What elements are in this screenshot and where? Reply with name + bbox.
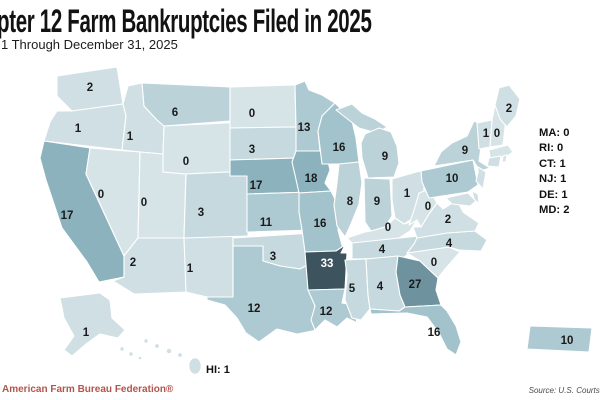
state-tennessee — [351, 235, 420, 260]
state-north-dakota — [229, 84, 297, 129]
territory-puerto-rico — [526, 325, 593, 353]
page-title: pter 12 Farm Bankruptcies Filed in 2025 — [0, 3, 372, 39]
svg-text:18: 18 — [305, 173, 318, 185]
state-maine — [494, 84, 521, 128]
legend-item-ct: CT: 1 — [539, 157, 566, 170]
alaska-island — [128, 351, 134, 357]
svg-text:2: 2 — [506, 103, 512, 115]
svg-text:1: 1 — [404, 188, 411, 200]
svg-text:0: 0 — [141, 197, 147, 209]
svg-text:3: 3 — [270, 251, 276, 263]
alaska-island — [119, 346, 125, 352]
svg-text:9: 9 — [382, 151, 388, 163]
alaska-island — [138, 356, 142, 360]
svg-text:12: 12 — [248, 303, 261, 315]
hawaii-big-island — [188, 357, 202, 375]
state-texas — [206, 245, 319, 343]
svg-text:0: 0 — [98, 189, 104, 201]
svg-text:3: 3 — [249, 144, 255, 156]
hawaii-island — [154, 343, 160, 349]
svg-text:13: 13 — [298, 122, 311, 134]
state-connecticut — [486, 155, 502, 168]
svg-text:4: 4 — [446, 238, 453, 250]
attribution-text: American Farm Bureau Federation® — [2, 384, 174, 395]
state-delaware — [471, 190, 480, 205]
svg-text:0: 0 — [425, 201, 431, 213]
state-arizona — [112, 237, 188, 295]
svg-text:3: 3 — [198, 207, 204, 219]
state-louisiana — [307, 288, 358, 331]
svg-text:17: 17 — [250, 180, 263, 192]
state-michigan-up — [335, 103, 388, 134]
state-alaska — [59, 292, 126, 357]
svg-text:10: 10 — [561, 335, 574, 347]
state-west-virginia — [408, 188, 438, 228]
svg-text:9: 9 — [374, 196, 380, 208]
page-subtitle: 1 Through December 31, 2025 — [1, 37, 178, 52]
svg-text:10: 10 — [446, 173, 459, 185]
legend-item-nj: NJ: 1 — [539, 173, 567, 186]
svg-text:0: 0 — [431, 257, 437, 269]
svg-text:16: 16 — [314, 218, 327, 230]
svg-text:9: 9 — [462, 145, 468, 157]
hawaii-island — [143, 338, 149, 344]
svg-text:6: 6 — [172, 107, 178, 119]
svg-text:1: 1 — [83, 327, 90, 339]
svg-text:11: 11 — [260, 217, 273, 229]
svg-text:2: 2 — [445, 214, 451, 226]
legend-item-md: MD: 2 — [539, 204, 570, 217]
svg-text:0: 0 — [385, 222, 391, 234]
source-text: Source: U.S. Courts, — [528, 386, 600, 395]
legend-item-ri: RI: 0 — [539, 142, 564, 155]
hawaii-island — [177, 352, 183, 358]
svg-text:16: 16 — [428, 327, 441, 339]
svg-text:27: 27 — [409, 279, 422, 291]
svg-text:16: 16 — [333, 142, 346, 154]
svg-text:8: 8 — [347, 196, 354, 208]
svg-text:4: 4 — [377, 281, 384, 293]
state-value-labels: 2 1 17 1 0 0 2 1 6 0 3 0 3 17 11 3 12 13… — [61, 82, 574, 347]
state-michigan — [360, 127, 400, 179]
svg-text:33: 33 — [321, 258, 334, 270]
svg-text:5: 5 — [349, 283, 356, 295]
svg-text:2: 2 — [130, 257, 136, 269]
svg-text:1: 1 — [127, 131, 134, 143]
svg-text:1: 1 — [75, 123, 82, 135]
svg-text:0: 0 — [183, 156, 189, 168]
svg-text:2: 2 — [87, 82, 93, 94]
svg-text:1: 1 — [187, 263, 194, 275]
state-south-dakota — [229, 126, 300, 161]
hawaii-value-label: HI: 1 — [206, 364, 230, 376]
state-colorado — [183, 170, 251, 239]
legend-item-ma: MA: 0 — [539, 127, 570, 139]
svg-text:0: 0 — [494, 128, 500, 140]
svg-text:12: 12 — [320, 306, 333, 318]
state-rhode-island — [501, 154, 508, 163]
svg-text:1: 1 — [483, 128, 490, 140]
state-florida — [369, 304, 462, 356]
small-states-legend: MA: 0 RI: 0 CT: 1 NJ: 1 DE: 1 MD: 2 — [539, 126, 569, 218]
svg-text:0: 0 — [249, 108, 255, 120]
hawaii-island — [166, 348, 172, 354]
state-new-jersey — [475, 166, 487, 190]
legend-item-de: DE: 1 — [539, 188, 568, 201]
svg-text:17: 17 — [61, 210, 74, 222]
state-illinois — [333, 161, 363, 238]
svg-text:4: 4 — [379, 244, 386, 256]
state-maryland — [445, 192, 477, 207]
